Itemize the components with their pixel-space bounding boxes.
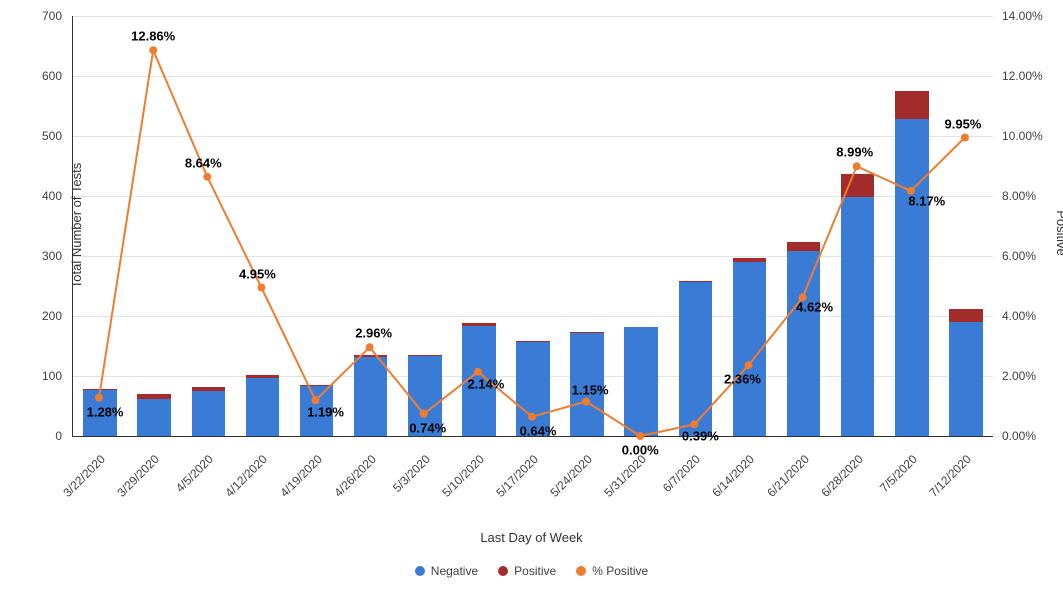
bar-positive bbox=[408, 355, 442, 356]
pct-positive-label: 12.86% bbox=[131, 29, 175, 44]
legend-item: Positive bbox=[498, 564, 556, 578]
y-right-tick-label: 2.00% bbox=[1002, 369, 1036, 383]
x-tick-label: 6/14/2020 bbox=[748, 452, 758, 462]
pct-positive-label: 1.28% bbox=[87, 404, 124, 419]
x-tick-label: 4/5/2020 bbox=[206, 452, 216, 462]
pct-positive-label: 2.14% bbox=[467, 376, 504, 391]
y-right-tick-label: 8.00% bbox=[1002, 189, 1036, 203]
bar-positive bbox=[949, 309, 983, 322]
bar-positive bbox=[570, 332, 604, 333]
bar-negative bbox=[354, 357, 388, 436]
x-tick-label: 6/7/2020 bbox=[693, 452, 703, 462]
pct-positive-label: 0.00% bbox=[622, 443, 659, 458]
bar-positive bbox=[841, 174, 875, 197]
pct-positive-label: 0.39% bbox=[682, 429, 719, 444]
pct-positive-label: 4.62% bbox=[796, 300, 833, 315]
pct-positive-label: 8.17% bbox=[908, 193, 945, 208]
x-tick-label: 5/3/2020 bbox=[423, 452, 433, 462]
bar-positive bbox=[787, 242, 821, 251]
legend-label: % Positive bbox=[592, 564, 648, 578]
pct-positive-label: 1.19% bbox=[307, 405, 344, 420]
legend-label: Negative bbox=[431, 564, 478, 578]
pct-positive-label: 8.64% bbox=[185, 155, 222, 170]
pct-positive-label: 2.96% bbox=[355, 326, 392, 341]
x-tick-label: 5/17/2020 bbox=[531, 452, 541, 462]
pct-positive-label: 2.36% bbox=[724, 372, 761, 387]
x-tick-label: 7/5/2020 bbox=[910, 452, 920, 462]
legend-item: Negative bbox=[415, 564, 478, 578]
legend: Negative Positive % Positive bbox=[0, 564, 1063, 579]
bar-positive bbox=[679, 281, 713, 282]
gridline bbox=[73, 76, 993, 77]
bar-positive bbox=[516, 341, 550, 342]
pct-positive-label: 0.74% bbox=[409, 420, 446, 435]
bar-negative bbox=[895, 119, 929, 436]
y-right-tick-label: 12.00% bbox=[1002, 69, 1043, 83]
bar-positive bbox=[300, 385, 334, 386]
x-tick-label: 3/22/2020 bbox=[98, 452, 108, 462]
bar-positive bbox=[354, 355, 388, 357]
x-tick-label: 7/12/2020 bbox=[964, 452, 974, 462]
y-right-tick-label: 10.00% bbox=[1002, 129, 1043, 143]
pct-positive-label: 0.64% bbox=[520, 423, 557, 438]
y-right-tick-label: 0.00% bbox=[1002, 429, 1036, 443]
tests-chart: Total Number of Tests % Tests Positive L… bbox=[0, 0, 1063, 607]
bar-positive bbox=[137, 394, 171, 399]
bar-negative bbox=[192, 391, 226, 436]
plot-area bbox=[72, 16, 993, 437]
legend-label: Positive bbox=[514, 564, 556, 578]
bar-positive bbox=[246, 375, 280, 378]
y-right-tick-label: 6.00% bbox=[1002, 249, 1036, 263]
bar-negative bbox=[841, 197, 875, 436]
bar-positive bbox=[733, 258, 767, 262]
bar-negative bbox=[787, 251, 821, 436]
bar-positive bbox=[895, 91, 929, 119]
pct-positive-label: 8.99% bbox=[836, 145, 873, 160]
bar-negative bbox=[624, 327, 658, 436]
bar-negative bbox=[679, 282, 713, 436]
pct-positive-label: 1.15% bbox=[572, 382, 609, 397]
bar-negative bbox=[246, 378, 280, 436]
x-tick-label: 4/12/2020 bbox=[260, 452, 270, 462]
bar-positive bbox=[83, 389, 117, 390]
pct-positive-label: 4.95% bbox=[239, 266, 276, 281]
x-tick-label: 3/29/2020 bbox=[152, 452, 162, 462]
bar-positive bbox=[192, 387, 226, 391]
x-tick-label: 5/10/2020 bbox=[477, 452, 487, 462]
gridline bbox=[73, 16, 993, 17]
x-tick-label: 6/21/2020 bbox=[802, 452, 812, 462]
bar-negative bbox=[949, 322, 983, 436]
y-left-axis-title: Total Number of Tests bbox=[69, 163, 84, 288]
bar-negative bbox=[733, 262, 767, 436]
legend-swatch bbox=[576, 566, 586, 576]
x-tick-label: 4/19/2020 bbox=[315, 452, 325, 462]
gridline bbox=[73, 136, 993, 137]
bar-negative bbox=[137, 399, 171, 436]
legend-item: % Positive bbox=[576, 564, 648, 578]
y-right-tick-label: 4.00% bbox=[1002, 309, 1036, 323]
x-tick-label: 4/26/2020 bbox=[369, 452, 379, 462]
bar-positive bbox=[462, 323, 496, 325]
legend-swatch bbox=[415, 566, 425, 576]
legend-swatch bbox=[498, 566, 508, 576]
x-tick-label: 5/24/2020 bbox=[585, 452, 595, 462]
bar-negative bbox=[516, 342, 550, 436]
pct-positive-label: 9.95% bbox=[945, 116, 982, 131]
x-axis-title: Last Day of Week bbox=[0, 530, 1063, 545]
y-right-axis-title: % Tests Positive bbox=[1054, 210, 1063, 256]
y-right-tick-label: 14.00% bbox=[1002, 9, 1043, 23]
x-tick-label: 6/28/2020 bbox=[856, 452, 866, 462]
